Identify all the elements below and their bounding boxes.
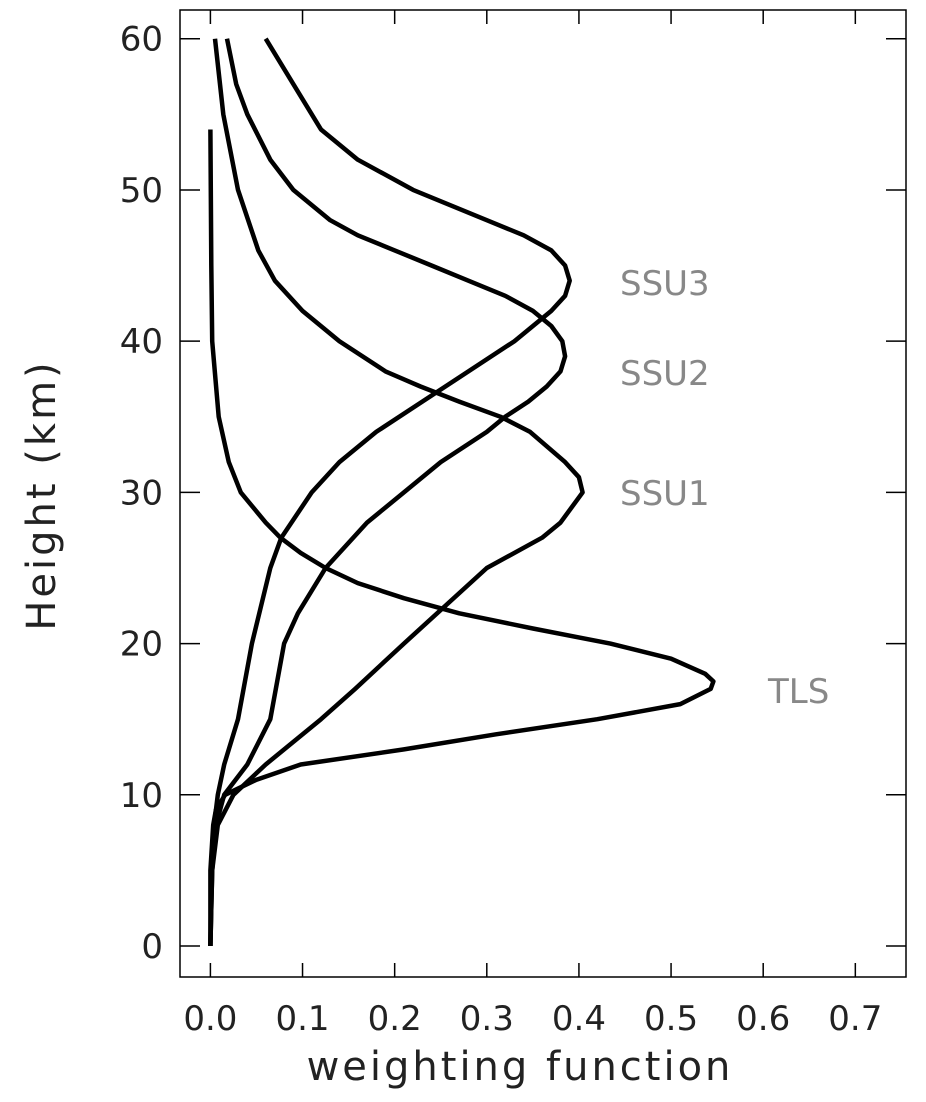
curve	[208, 37, 572, 947]
series-label: SSU1	[620, 474, 710, 514]
y-tick-label: 60	[120, 20, 163, 60]
series-label: SSU2	[620, 354, 710, 394]
y-tick-label: 40	[120, 322, 163, 362]
curve	[208, 38, 585, 947]
series-label: TLS	[767, 672, 829, 712]
y-tick-label: 20	[120, 625, 163, 665]
x-tick-label: 0.2	[368, 999, 422, 1039]
series-label: SSU3	[620, 264, 710, 304]
x-tick-label: 0.3	[460, 999, 514, 1039]
curve	[208, 129, 716, 946]
curve	[208, 38, 568, 947]
plot-frame	[179, 9, 907, 978]
x-tick-label: 0.7	[828, 999, 882, 1039]
y-axis-title: Height (km)	[19, 359, 65, 630]
y-tick-label: 30	[120, 473, 163, 513]
x-tick-label: 0.5	[644, 999, 698, 1039]
x-tick-label: 0.1	[275, 999, 329, 1039]
y-tick-label: 10	[120, 776, 163, 816]
x-axis-title: weighting function	[307, 1044, 734, 1090]
y-tick-label: 0	[141, 927, 163, 967]
y-tick-label: 50	[120, 171, 163, 211]
x-tick-label: 0.4	[552, 999, 606, 1039]
x-tick-label: 0.6	[736, 999, 790, 1039]
x-tick-label: 0.0	[183, 999, 237, 1039]
